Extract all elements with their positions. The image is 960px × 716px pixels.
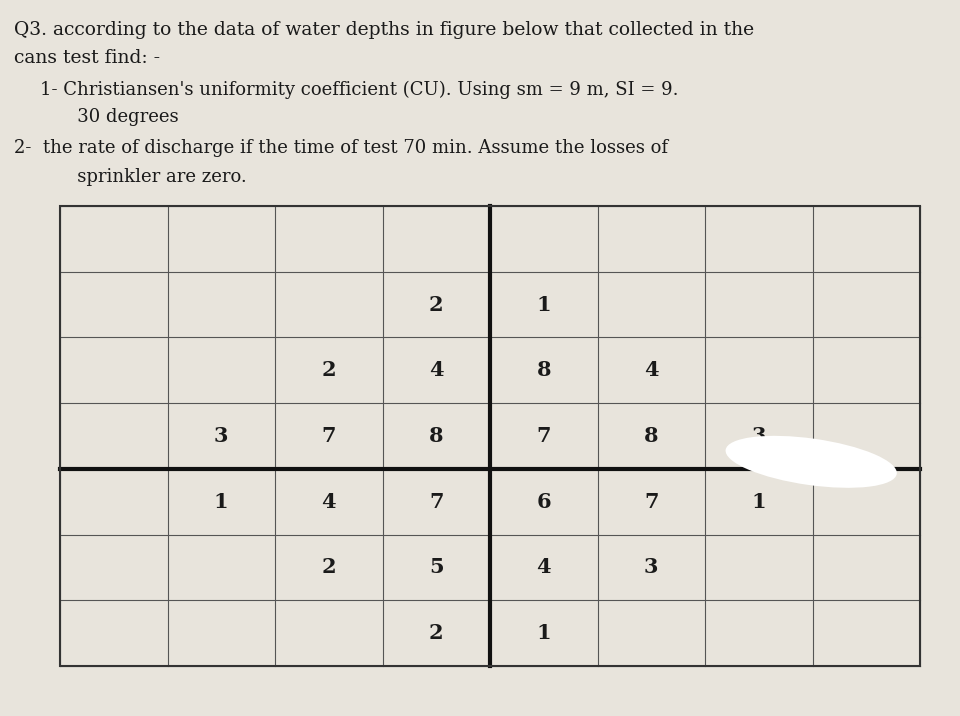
Text: 6: 6 xyxy=(537,492,551,512)
Text: 1- Christiansen's uniformity coefficient (CU). Using sm = 9 m, SI = 9.: 1- Christiansen's uniformity coefficient… xyxy=(40,81,679,100)
Text: 7: 7 xyxy=(537,426,551,446)
Ellipse shape xyxy=(726,436,897,488)
Text: cans test find: -: cans test find: - xyxy=(14,49,160,67)
Text: sprinkler are zero.: sprinkler are zero. xyxy=(60,168,247,186)
Text: 1: 1 xyxy=(214,492,228,512)
Text: 4: 4 xyxy=(644,360,659,380)
Text: 2: 2 xyxy=(322,360,336,380)
Text: 7: 7 xyxy=(644,492,659,512)
Text: 3: 3 xyxy=(644,558,659,577)
Text: 4: 4 xyxy=(322,492,336,512)
Text: 4: 4 xyxy=(537,558,551,577)
Bar xyxy=(60,206,920,666)
Text: 2: 2 xyxy=(322,558,336,577)
Text: 5: 5 xyxy=(429,558,444,577)
Text: 2: 2 xyxy=(429,294,444,314)
Text: 1: 1 xyxy=(537,623,551,643)
Text: 3: 3 xyxy=(752,426,766,446)
Text: 8: 8 xyxy=(644,426,659,446)
Text: 7: 7 xyxy=(322,426,336,446)
Text: Q3. according to the data of water depths in figure below that collected in the: Q3. according to the data of water depth… xyxy=(14,21,755,39)
Text: 8: 8 xyxy=(537,360,551,380)
Text: 1: 1 xyxy=(752,492,766,512)
Text: 8: 8 xyxy=(429,426,444,446)
Text: 3: 3 xyxy=(214,426,228,446)
Text: 4: 4 xyxy=(429,360,444,380)
Text: 2: 2 xyxy=(429,623,444,643)
Text: 30 degrees: 30 degrees xyxy=(60,108,179,126)
Text: 7: 7 xyxy=(429,492,444,512)
Text: 1: 1 xyxy=(537,294,551,314)
Text: 2-  the rate of discharge if the time of test 70 min. Assume the losses of: 2- the rate of discharge if the time of … xyxy=(14,139,668,157)
